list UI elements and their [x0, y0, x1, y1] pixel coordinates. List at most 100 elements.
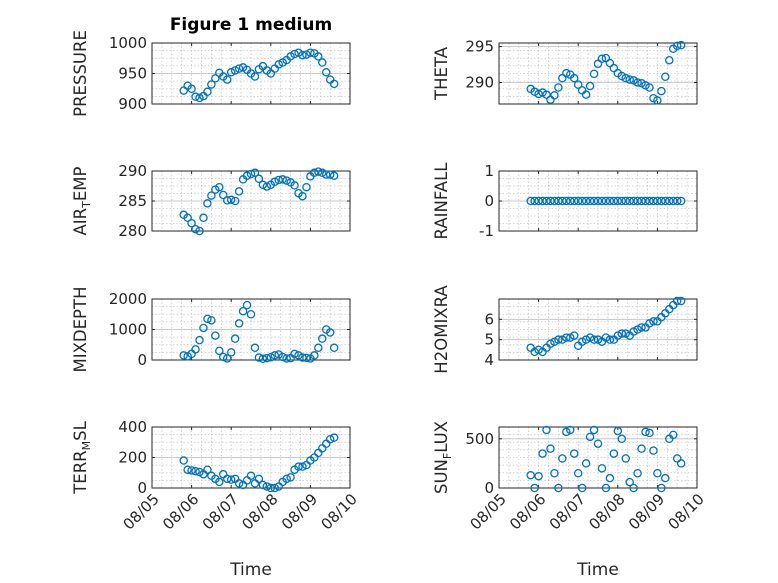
data-point	[637, 196, 646, 206]
data-point	[645, 196, 654, 206]
data-point	[589, 335, 599, 344]
data-point	[621, 454, 630, 463]
data-point	[605, 58, 615, 68]
data-point	[274, 60, 283, 69]
data-point	[262, 353, 272, 363]
data-point	[661, 196, 670, 206]
data-point	[593, 439, 603, 448]
data-point	[530, 483, 539, 493]
data-point	[290, 349, 299, 359]
y-axis-label-subscript: T	[80, 201, 93, 209]
y-axis-label-suffix: LUX	[432, 421, 451, 453]
data-point	[609, 63, 619, 73]
axes-frame	[498, 426, 698, 489]
x-tick-label: 08/10	[318, 490, 361, 533]
data-point	[207, 316, 216, 325]
data-point	[577, 196, 587, 206]
y-tick-label: -1	[479, 222, 494, 240]
data-point	[329, 79, 339, 89]
data-point	[318, 444, 327, 453]
y-axis-label: MIXDEPTH	[71, 287, 90, 373]
data-point	[314, 448, 323, 458]
data-point	[203, 465, 212, 474]
data-point	[282, 176, 291, 185]
data-point	[199, 323, 208, 333]
data-point	[665, 55, 674, 65]
data-point	[230, 334, 240, 343]
data-point	[546, 339, 555, 348]
data-point	[625, 75, 634, 84]
data-point	[597, 464, 607, 473]
data-point	[254, 474, 264, 484]
data-point	[203, 199, 212, 208]
data-point	[183, 213, 192, 223]
data-point	[573, 196, 583, 206]
y-tick-label: 290	[118, 162, 147, 180]
data-point	[215, 182, 224, 192]
data-point	[617, 434, 627, 444]
data-point	[226, 195, 236, 205]
data-point	[558, 335, 567, 344]
data-point	[653, 196, 662, 206]
data-point	[613, 426, 623, 436]
y-tick-label: 1	[484, 162, 494, 180]
x-tick-label: 08/10	[665, 490, 708, 533]
data-point	[581, 459, 591, 468]
data-point	[534, 196, 543, 206]
data-point	[234, 319, 244, 328]
y-axis-label: PRESSURE	[71, 30, 90, 117]
data-point	[637, 323, 646, 332]
data-point	[542, 196, 551, 206]
y-axis-label: H2OMIXRA	[432, 285, 451, 374]
data-point	[566, 425, 575, 435]
x-axis-label: Time	[576, 560, 619, 580]
data-point	[593, 196, 603, 206]
data-point	[314, 167, 323, 176]
y-tick-label: 295	[465, 38, 494, 56]
data-point	[676, 459, 686, 468]
data-point	[321, 170, 331, 179]
data-point	[246, 309, 256, 319]
axes-frame	[498, 42, 698, 105]
data-point	[569, 196, 579, 206]
data-point	[254, 174, 264, 184]
data-point	[538, 449, 547, 458]
data-point	[665, 196, 674, 206]
y-axis-label-suffix: EMP	[71, 166, 90, 201]
data-point	[645, 428, 654, 438]
data-point	[672, 296, 682, 306]
y-axis-label: SUNFLUX	[432, 421, 454, 494]
data-point	[661, 473, 670, 483]
data-point	[550, 468, 559, 478]
data-point	[298, 191, 307, 201]
data-point	[246, 471, 256, 481]
data-point	[534, 471, 543, 481]
data-point	[665, 304, 674, 314]
data-point	[258, 180, 268, 190]
data-point	[550, 337, 559, 346]
data-point	[554, 196, 563, 206]
data-point	[641, 427, 650, 437]
y-tick-label: 1000	[109, 321, 147, 339]
y-tick-label: 0	[484, 479, 494, 497]
data-point	[534, 345, 543, 355]
data-point	[187, 84, 196, 94]
data-point	[558, 454, 567, 463]
data-point	[302, 182, 311, 192]
data-point	[191, 92, 200, 101]
data-point	[203, 87, 212, 97]
data-point	[546, 196, 555, 206]
data-point	[262, 482, 272, 491]
data-point	[278, 175, 287, 184]
data-point	[657, 313, 666, 322]
data-point	[179, 456, 188, 465]
data-point	[302, 353, 311, 363]
data-point	[310, 351, 319, 360]
data-point	[558, 196, 567, 206]
x-tick-label: 08/08	[585, 490, 628, 533]
data-point	[562, 196, 571, 206]
data-point	[573, 80, 583, 89]
x-tick-label: 08/07	[199, 490, 242, 533]
data-point	[226, 475, 236, 484]
data-point	[573, 468, 583, 478]
